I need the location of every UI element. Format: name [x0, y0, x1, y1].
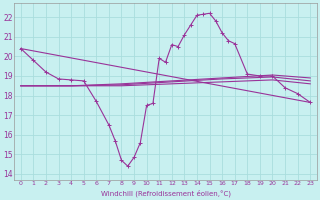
X-axis label: Windchill (Refroidissement éolien,°C): Windchill (Refroidissement éolien,°C) [100, 189, 230, 197]
